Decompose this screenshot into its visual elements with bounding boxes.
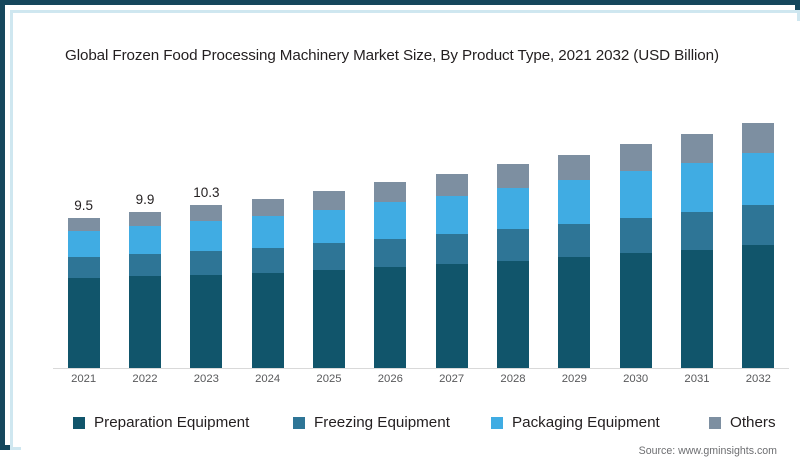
x-tick-2031: 2031 <box>684 373 710 385</box>
bar-segment <box>619 143 652 171</box>
bar-segment <box>558 180 591 225</box>
x-tick-2027: 2027 <box>439 373 465 385</box>
x-tick-2028: 2028 <box>500 373 526 385</box>
bar-segment <box>190 274 223 368</box>
bar-segment <box>435 195 468 234</box>
bar-segment <box>742 153 775 206</box>
bar-segment <box>313 210 345 244</box>
bar-2021 <box>67 218 100 368</box>
bar-segment <box>251 199 284 217</box>
bar-segment <box>497 229 529 261</box>
legend-swatch-icon <box>293 416 305 429</box>
bar-2032 <box>742 123 775 368</box>
bar-segment <box>619 217 652 253</box>
bar-segment <box>435 233 468 264</box>
bar-segment <box>497 260 529 368</box>
bar-segment <box>681 211 713 250</box>
bar-segment <box>497 187 529 230</box>
bar-segment <box>742 244 775 368</box>
bar-2029 <box>558 154 591 368</box>
bar-2025 <box>313 191 345 368</box>
bar-2031 <box>681 134 713 368</box>
x-tick-2026: 2026 <box>377 373 403 385</box>
source-attribution: Source: www.gminsights.com <box>638 445 777 457</box>
x-tick-2025: 2025 <box>316 373 342 385</box>
bar-segment <box>435 173 468 196</box>
bar-segment <box>190 221 223 252</box>
x-tick-2030: 2030 <box>623 373 649 385</box>
bar-segment <box>681 134 713 163</box>
legend-item-2[interactable]: Freezing Equipment <box>293 415 450 430</box>
bar-segment <box>558 257 591 368</box>
bar-2027 <box>435 173 468 368</box>
bar-segment <box>129 225 161 255</box>
x-tick-2032: 2032 <box>745 373 771 385</box>
bar-segment <box>435 263 468 368</box>
bar-segment <box>681 162 713 212</box>
bar-segment <box>374 238 407 267</box>
bar-segment <box>558 224 591 258</box>
bar-segment <box>558 154 591 181</box>
bar-segment <box>251 247 284 274</box>
bar-segment <box>497 164 529 188</box>
legend-swatch-icon <box>73 416 85 429</box>
bar-segment <box>67 257 100 278</box>
legend-label: Preparation Equipment <box>94 414 250 431</box>
data-label-2023: 10.3 <box>193 185 220 201</box>
bar-segment <box>67 218 100 231</box>
bar-segment <box>374 181 407 203</box>
legend-item-4[interactable]: Others <box>709 415 776 430</box>
bar-segment <box>129 254 161 277</box>
bar-segment <box>374 202 407 239</box>
bar-segment <box>742 205 775 245</box>
x-tick-2024: 2024 <box>255 373 281 385</box>
bar-segment <box>742 123 775 154</box>
bar-segment <box>619 170 652 218</box>
legend-swatch-icon <box>709 416 721 429</box>
legend-swatch-icon <box>491 416 503 429</box>
bar-segment <box>190 205 223 222</box>
data-label-2021: 9.5 <box>74 198 94 213</box>
x-tick-2023: 2023 <box>193 373 219 385</box>
chart-canvas: Global Frozen Food Processing Machinery … <box>21 21 800 457</box>
bar-2028 <box>497 164 529 368</box>
bar-segment <box>129 276 161 368</box>
bar-segment <box>374 266 407 368</box>
bar-2022 <box>129 211 161 368</box>
bar-2030 <box>619 143 652 368</box>
bar-segment <box>67 230 100 258</box>
bar-segment <box>129 211 161 226</box>
legend-label: Packaging Equipment <box>512 414 660 431</box>
chart-title: Global Frozen Food Processing Machinery … <box>65 47 719 64</box>
chart-inner-border: Global Frozen Food Processing Machinery … <box>10 10 800 457</box>
plot-area <box>53 81 789 369</box>
bar-2026 <box>374 181 407 368</box>
bar-segment <box>67 277 100 368</box>
legend-label: Others <box>730 414 776 431</box>
bar-2024 <box>251 199 284 368</box>
bar-segment <box>619 252 652 368</box>
bar-segment <box>251 216 284 248</box>
chart-legend: Preparation Equipment Freezing Equipment P… <box>21 413 800 435</box>
bar-segment <box>313 270 345 368</box>
bar-segment <box>313 243 345 271</box>
legend-label: Freezing Equipment <box>314 414 450 431</box>
bar-segment <box>313 191 345 211</box>
bar-segment <box>190 251 223 275</box>
x-tick-2021: 2021 <box>71 373 97 385</box>
legend-item-3[interactable]: Packaging Equipment <box>491 415 660 430</box>
legend-item-1[interactable]: Preparation Equipment <box>73 415 249 430</box>
x-tick-2029: 2029 <box>561 373 587 385</box>
bar-segment <box>681 249 713 368</box>
bar-segment <box>251 273 284 368</box>
bar-2023 <box>190 205 223 368</box>
x-tick-2022: 2022 <box>132 373 158 385</box>
data-label-2022: 9.9 <box>135 191 155 207</box>
x-axis-line <box>53 368 789 369</box>
